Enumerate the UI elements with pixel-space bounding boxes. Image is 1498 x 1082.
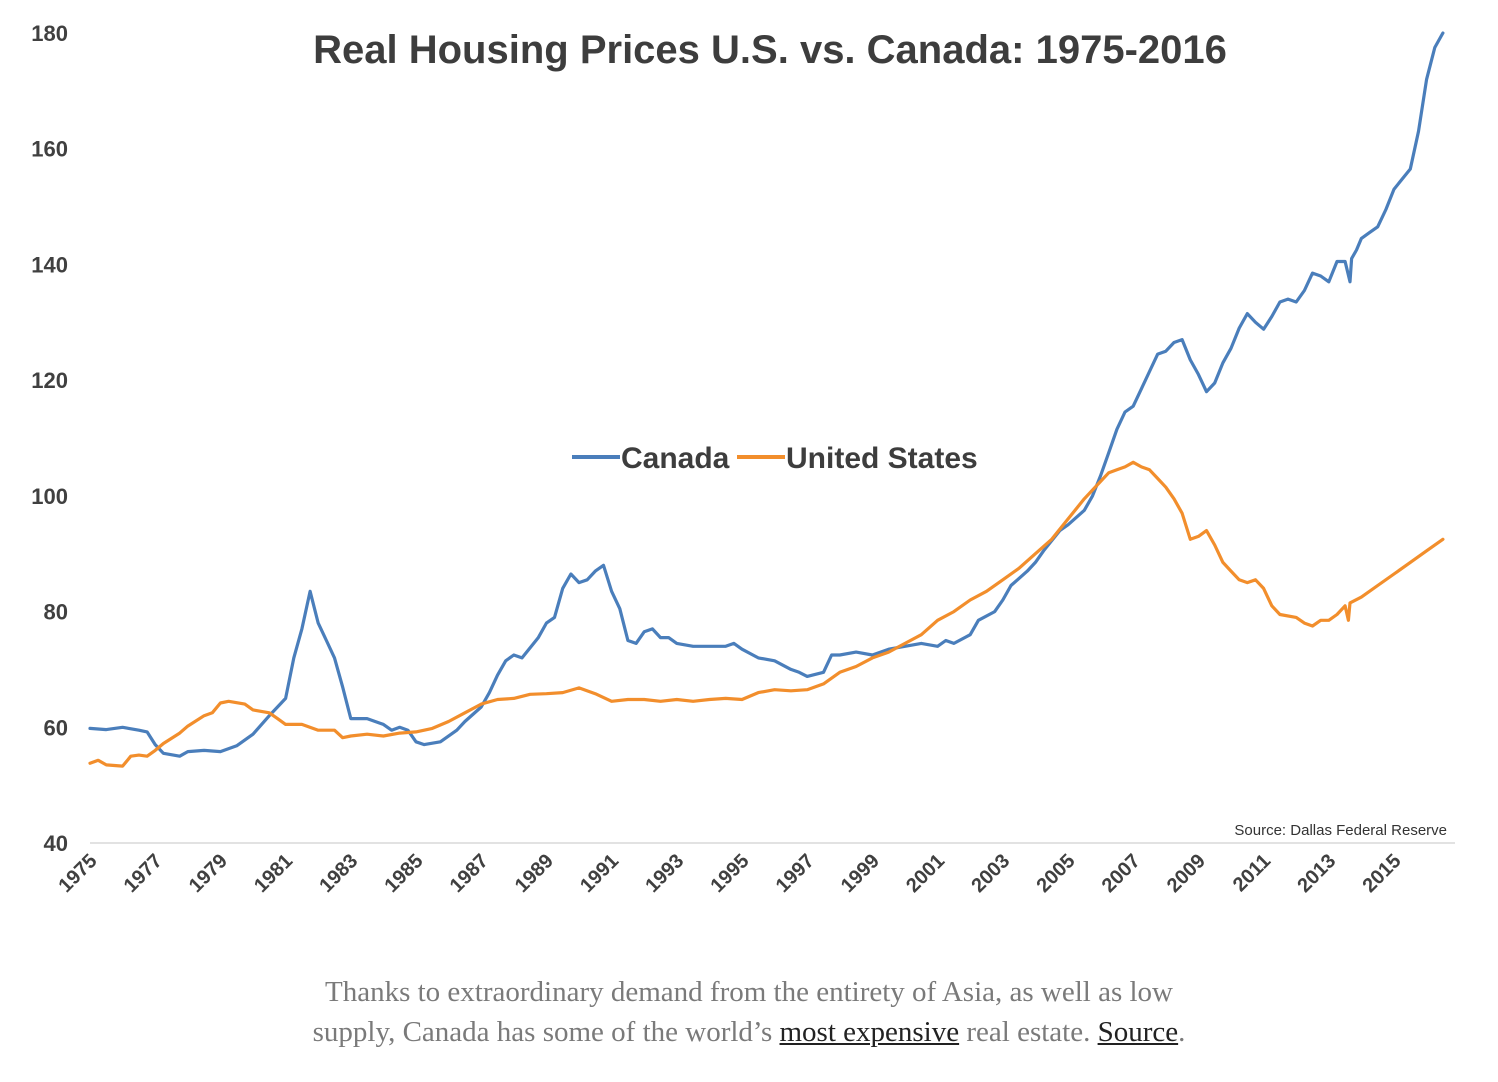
y-tick-label: 140 xyxy=(31,252,68,277)
x-tick-label: 1997 xyxy=(772,850,819,897)
x-tick-label: 2013 xyxy=(1293,850,1340,897)
y-tick-label: 100 xyxy=(31,484,68,509)
caption-line-2-start: supply, Canada has some of the world’s xyxy=(312,1016,780,1048)
x-tick-label: 1975 xyxy=(55,850,102,897)
figure-caption: Thanks to extraordinary demand from the … xyxy=(0,972,1498,1052)
caption-line-1: Thanks to extraordinary demand from the … xyxy=(324,976,1173,1008)
legend-label-united-states: United States xyxy=(786,442,978,475)
y-tick-label: 80 xyxy=(44,600,68,625)
y-tick-label: 60 xyxy=(44,715,68,740)
legend: Canada United States xyxy=(572,442,978,475)
caption-line-2-end: . xyxy=(1178,1016,1186,1048)
x-tick-label: 1977 xyxy=(120,850,167,897)
x-tick-label: 2007 xyxy=(1098,850,1145,897)
y-tick-label: 40 xyxy=(44,831,68,856)
y-tick-label: 160 xyxy=(31,137,68,162)
chart-title: Real Housing Prices U.S. vs. Canada: 197… xyxy=(313,28,1227,72)
source-annotation: Source: Dallas Federal Reserve xyxy=(1234,822,1447,839)
source-link[interactable]: Source xyxy=(1097,1016,1179,1048)
x-tick-label: 1983 xyxy=(315,850,362,897)
x-tick-label: 1999 xyxy=(837,850,884,897)
series-lines xyxy=(88,31,1445,768)
series-line-canada xyxy=(88,31,1445,758)
x-tick-label: 1989 xyxy=(511,850,558,897)
x-tick-label: 2009 xyxy=(1163,850,1210,897)
series-line-united-states xyxy=(88,460,1445,768)
most-expensive-link[interactable]: most expensive xyxy=(779,1016,960,1048)
x-tick-label: 1993 xyxy=(641,850,688,897)
y-tick-label: 180 xyxy=(31,21,68,46)
y-tick-label: 120 xyxy=(31,368,68,393)
x-tick-label: 1981 xyxy=(250,850,297,897)
x-tick-label: 1987 xyxy=(446,850,493,897)
x-tick-label: 2001 xyxy=(902,850,949,897)
x-tick-label: 2005 xyxy=(1033,850,1080,897)
x-tick-label: 2003 xyxy=(967,850,1014,897)
x-tick-label: 1985 xyxy=(381,850,428,897)
caption-line-2-mid: real estate. xyxy=(959,1016,1098,1048)
x-axis-ticks: 1975 1977 1979 1981 1983 1985 1987 1989 1991 1993… xyxy=(55,850,1406,897)
x-tick-label: 2011 xyxy=(1229,850,1275,896)
x-tick-label: 2015 xyxy=(1359,850,1406,897)
x-tick-label: 1991 xyxy=(576,850,623,897)
x-tick-label: 1995 xyxy=(707,850,754,897)
y-axis-ticks: 40 60 80 100 120 140 160 180 xyxy=(31,21,68,856)
legend-label-canada: Canada xyxy=(621,442,730,475)
x-tick-label: 1979 xyxy=(185,850,232,897)
